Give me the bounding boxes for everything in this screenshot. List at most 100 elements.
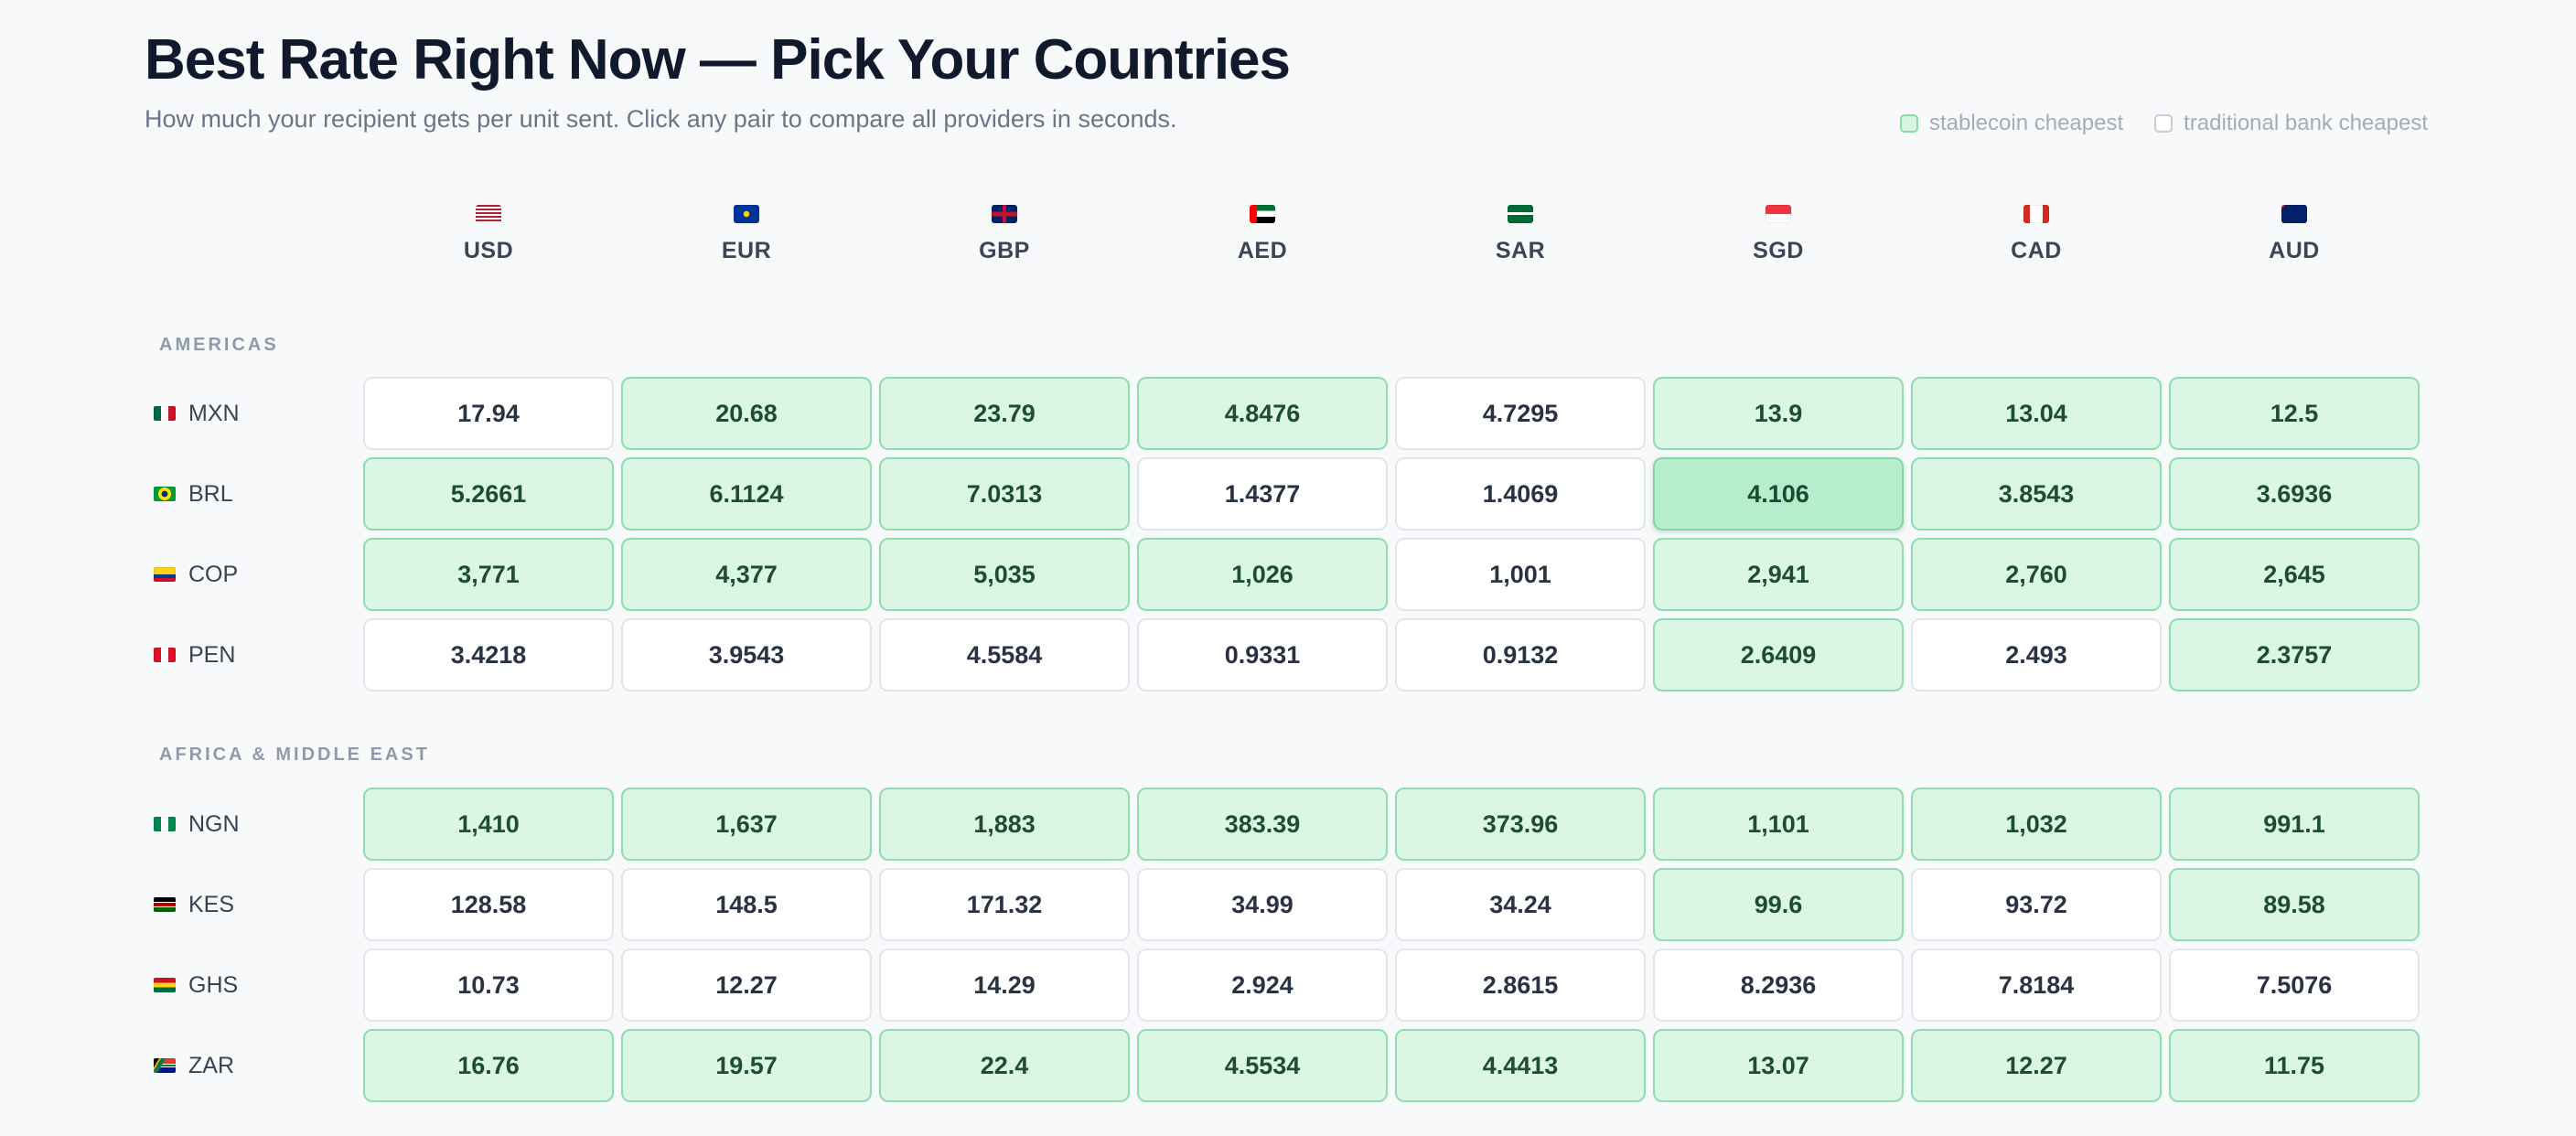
rate-cell-ghs-aud[interactable]: 7.5076 xyxy=(2169,948,2420,1022)
rate-cell-ngn-sgd[interactable]: 1,101 xyxy=(1653,788,1904,861)
rate-cell-ghs-eur[interactable]: 12.27 xyxy=(621,948,872,1022)
row-label: ZAR xyxy=(154,1029,234,1102)
rate-cell-ghs-sgd[interactable]: 8.2936 xyxy=(1653,948,1904,1022)
south-africa-flag-icon xyxy=(154,1058,176,1073)
rate-cell-pen-aed[interactable]: 0.9331 xyxy=(1137,618,1388,691)
rate-cell-brl-sgd[interactable]: 4.106 xyxy=(1653,457,1904,530)
column-header-aud: AUD xyxy=(2169,205,2420,264)
rate-cell-brl-eur[interactable]: 6.1124 xyxy=(621,457,872,530)
rate-cell-pen-sgd[interactable]: 2.6409 xyxy=(1653,618,1904,691)
column-header-sar: SAR xyxy=(1395,205,1646,264)
column-code: GBP xyxy=(979,238,1030,263)
rate-cell-kes-aed[interactable]: 34.99 xyxy=(1137,868,1388,941)
rate-cell-ngn-gbp[interactable]: 1,883 xyxy=(879,788,1130,861)
rate-cell-zar-cad[interactable]: 12.27 xyxy=(1911,1029,2162,1102)
rate-cell-brl-sar[interactable]: 1.4069 xyxy=(1395,457,1646,530)
rate-cell-kes-sgd[interactable]: 99.6 xyxy=(1653,868,1904,941)
page-title: Best Rate Right Now — Pick Your Countrie… xyxy=(145,28,1291,91)
rate-cell-kes-aud[interactable]: 89.58 xyxy=(2169,868,2420,941)
rate-cell-cop-usd[interactable]: 3,771 xyxy=(363,538,614,611)
rate-cell-ghs-cad[interactable]: 7.8184 xyxy=(1911,948,2162,1022)
rate-cell-ngn-cad[interactable]: 1,032 xyxy=(1911,788,2162,861)
rate-cell-mxn-aed[interactable]: 4.8476 xyxy=(1137,377,1388,450)
column-code: EUR xyxy=(721,238,772,263)
rate-cell-kes-sar[interactable]: 34.24 xyxy=(1395,868,1646,941)
rate-cell-mxn-cad[interactable]: 13.04 xyxy=(1911,377,2162,450)
rate-cell-ghs-gbp[interactable]: 14.29 xyxy=(879,948,1130,1022)
legend-item-stablecoin: stablecoin cheapest xyxy=(1899,111,2123,136)
rate-cell-pen-gbp[interactable]: 4.5584 xyxy=(879,618,1130,691)
rate-cell-kes-cad[interactable]: 93.72 xyxy=(1911,868,2162,941)
rate-cell-brl-aed[interactable]: 1.4377 xyxy=(1137,457,1388,530)
column-code: SGD xyxy=(1753,238,1804,263)
rate-cells: 16.76 19.57 22.4 4.5534 4.4413 13.07 12.27 11.7… xyxy=(363,1029,2420,1102)
rate-cell-cop-gbp[interactable]: 5,035 xyxy=(879,538,1130,611)
rate-cell-cop-eur[interactable]: 4,377 xyxy=(621,538,872,611)
brazil-flag-icon xyxy=(154,487,176,501)
legend-item-bank: traditional bank cheapest xyxy=(2154,111,2428,136)
region-label-americas: AMERICAS xyxy=(159,335,279,355)
column-code: SAR xyxy=(1495,238,1546,263)
column-code: AUD xyxy=(2269,238,2320,263)
us-flag-icon xyxy=(476,205,501,223)
rate-cell-zar-aed[interactable]: 4.5534 xyxy=(1137,1029,1388,1102)
rate-cell-ghs-sar[interactable]: 2.8615 xyxy=(1395,948,1646,1022)
row-code: BRL xyxy=(188,480,233,507)
rate-cell-cop-sar[interactable]: 1,001 xyxy=(1395,538,1646,611)
table-row-ghs: GHS 10.73 12.27 14.29 2.924 2.8615 8.2936 7.818… xyxy=(0,948,2576,1022)
rate-cell-mxn-eur[interactable]: 20.68 xyxy=(621,377,872,450)
row-code: MXN xyxy=(188,400,240,426)
column-header-aed: AED xyxy=(1137,205,1388,264)
rate-cell-pen-usd[interactable]: 3.4218 xyxy=(363,618,614,691)
ghana-flag-icon xyxy=(154,978,176,992)
rate-cell-zar-sar[interactable]: 4.4413 xyxy=(1395,1029,1646,1102)
rate-cell-zar-usd[interactable]: 16.76 xyxy=(363,1029,614,1102)
legend-bank-label: traditional bank cheapest xyxy=(2184,111,2428,135)
table-row-mxn: MXN 17.94 20.68 23.79 4.8476 4.7295 13.9 13.04 1… xyxy=(0,377,2576,450)
rate-cell-ghs-aed[interactable]: 2.924 xyxy=(1137,948,1388,1022)
row-label: PEN xyxy=(154,618,235,691)
rate-cell-zar-sgd[interactable]: 13.07 xyxy=(1653,1029,1904,1102)
rate-cell-ngn-eur[interactable]: 1,637 xyxy=(621,788,872,861)
row-code: ZAR xyxy=(188,1052,234,1078)
rate-cell-pen-eur[interactable]: 3.9543 xyxy=(621,618,872,691)
rate-cell-pen-aud[interactable]: 2.3757 xyxy=(2169,618,2420,691)
column-header-cad: CAD xyxy=(1911,205,2162,264)
rate-cell-kes-gbp[interactable]: 171.32 xyxy=(879,868,1130,941)
rate-cells: 17.94 20.68 23.79 4.8476 4.7295 13.9 13.04 12.5 xyxy=(363,377,2420,450)
rate-cell-brl-cad[interactable]: 3.8543 xyxy=(1911,457,2162,530)
row-label: NGN xyxy=(154,788,240,861)
rate-cell-brl-aud[interactable]: 3.6936 xyxy=(2169,457,2420,530)
rate-cell-pen-sar[interactable]: 0.9132 xyxy=(1395,618,1646,691)
rate-cell-ngn-aed[interactable]: 383.39 xyxy=(1137,788,1388,861)
rate-cell-cop-aud[interactable]: 2,645 xyxy=(2169,538,2420,611)
eu-flag-icon xyxy=(734,205,759,223)
rate-cell-mxn-sgd[interactable]: 13.9 xyxy=(1653,377,1904,450)
rate-cell-mxn-gbp[interactable]: 23.79 xyxy=(879,377,1130,450)
rate-cell-ngn-aud[interactable]: 991.1 xyxy=(2169,788,2420,861)
rate-cell-brl-gbp[interactable]: 7.0313 xyxy=(879,457,1130,530)
rate-cell-cop-sgd[interactable]: 2,941 xyxy=(1653,538,1904,611)
rate-cell-ghs-usd[interactable]: 10.73 xyxy=(363,948,614,1022)
table-row-zar: ZAR 16.76 19.57 22.4 4.5534 4.4413 13.07 12.27 1… xyxy=(0,1029,2576,1102)
mexico-flag-icon xyxy=(154,406,176,421)
column-header-gbp: GBP xyxy=(879,205,1130,264)
rate-cell-ngn-sar[interactable]: 373.96 xyxy=(1395,788,1646,861)
rate-cell-ngn-usd[interactable]: 1,410 xyxy=(363,788,614,861)
rate-cell-pen-cad[interactable]: 2.493 xyxy=(1911,618,2162,691)
rate-cell-mxn-sar[interactable]: 4.7295 xyxy=(1395,377,1646,450)
rate-cell-brl-usd[interactable]: 5.2661 xyxy=(363,457,614,530)
table-row-brl: BRL 5.2661 6.1124 7.0313 1.4377 1.4069 4.106 3.… xyxy=(0,457,2576,530)
rate-cell-zar-aud[interactable]: 11.75 xyxy=(2169,1029,2420,1102)
rate-cell-kes-eur[interactable]: 148.5 xyxy=(621,868,872,941)
saudi-flag-icon xyxy=(1508,205,1533,223)
legend: stablecoin cheapest traditional bank che… xyxy=(1899,111,2428,136)
column-code: CAD xyxy=(2011,238,2062,263)
rate-cell-kes-usd[interactable]: 128.58 xyxy=(363,868,614,941)
rate-cell-zar-gbp[interactable]: 22.4 xyxy=(879,1029,1130,1102)
rate-cell-cop-cad[interactable]: 2,760 xyxy=(1911,538,2162,611)
rate-cell-mxn-usd[interactable]: 17.94 xyxy=(363,377,614,450)
rate-cell-mxn-aud[interactable]: 12.5 xyxy=(2169,377,2420,450)
rate-cell-zar-eur[interactable]: 19.57 xyxy=(621,1029,872,1102)
rate-cell-cop-aed[interactable]: 1,026 xyxy=(1137,538,1388,611)
